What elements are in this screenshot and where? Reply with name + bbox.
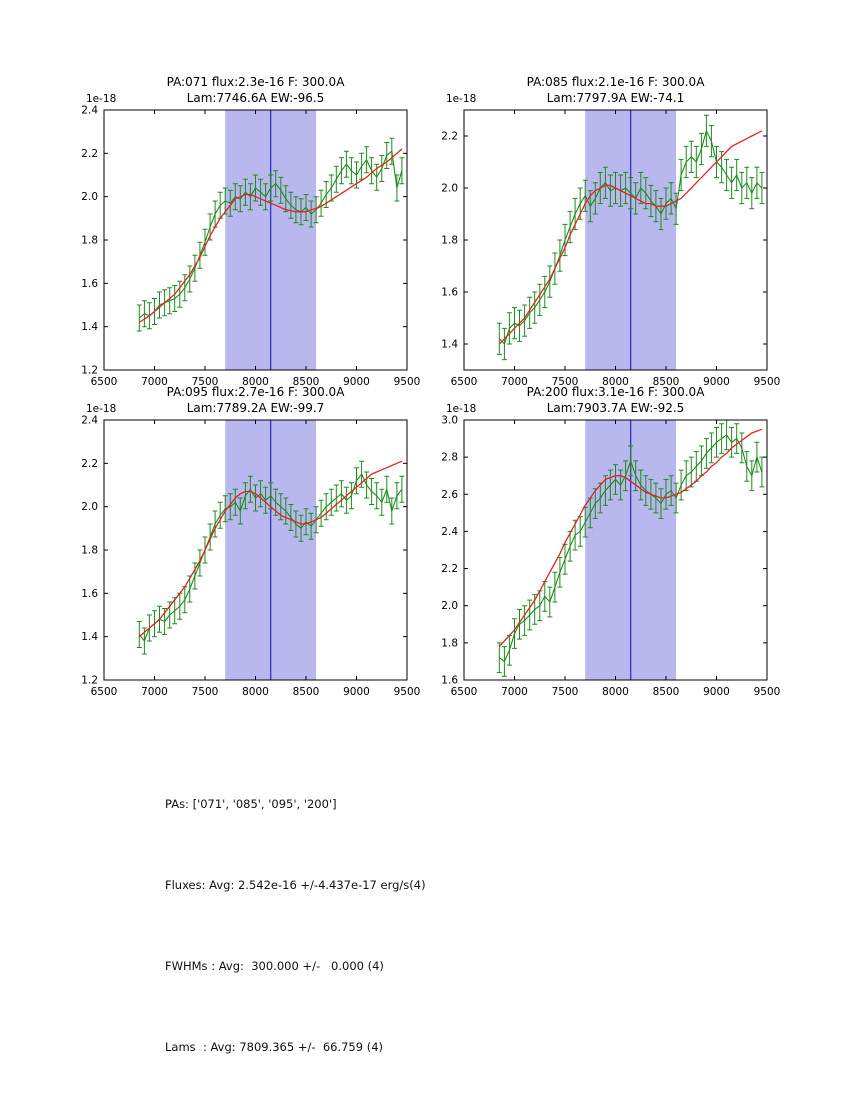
y-tick-label: 1.4: [81, 631, 98, 643]
x-tick-label: 7000: [501, 376, 528, 388]
x-axis: 6500 7000 7500 8000 8500 9000 9500: [451, 420, 781, 698]
y-tick-label: 1.4: [81, 321, 98, 333]
model-fit: [138, 148, 403, 323]
x-tick-label: 9500: [394, 686, 421, 698]
y-tick-label: 2.0: [81, 191, 98, 203]
y-axis: 1.2 1.4 1.6 1.8 2.0 2.2 2.4: [81, 415, 407, 687]
x-tick-label: 9000: [343, 686, 370, 698]
y-tick-label: 1.4: [441, 339, 458, 351]
y-tick-label: 1.6: [81, 278, 98, 290]
y-tick-label: 2.8: [441, 452, 458, 464]
y-tick-label: 1.8: [81, 545, 98, 557]
x-tick-label: 6500: [451, 376, 478, 388]
x-tick-label: 9000: [703, 686, 730, 698]
x-tick-label: 9000: [703, 376, 730, 388]
y-tick-label: 2.4: [81, 105, 98, 117]
subplot-pa200: 6500 7000 7500 8000 8500 9000 9500 1.6 1.8 2.0 2.2…: [419, 380, 781, 698]
x-tick-label: 8000: [602, 376, 629, 388]
y-tick-label: 1.8: [81, 235, 98, 247]
x-tick-label: 8000: [242, 376, 269, 388]
x-tick-label: 7500: [552, 686, 579, 698]
model-fit: [138, 460, 403, 638]
summary-line-lams: Lams : Avg: 7809.365 +/- 66.759 (4): [165, 1040, 384, 1054]
x-tick-label: 8500: [293, 686, 320, 698]
y-offset-label: 1e-18: [86, 93, 116, 105]
x-tick-label: 8000: [242, 686, 269, 698]
x-tick-label: 8000: [602, 686, 629, 698]
x-axis: 6500 7000 7500 8000 8500 9000 9500: [451, 110, 781, 388]
x-tick-label: 9500: [754, 376, 781, 388]
y-tick-label: 2.2: [441, 131, 458, 143]
y-tick-label: 2.4: [81, 415, 98, 427]
y-tick-label: 2.4: [441, 526, 458, 538]
data-series: [498, 129, 763, 346]
subplot-pa095: 6500 7000 7500 8000 8500 9000 9500 1.2 1.4 1.6 1.8…: [59, 380, 421, 698]
x-tick-label: 9000: [343, 376, 370, 388]
summary-line-pas: PAs: ['071', '085', '095', '200']: [165, 797, 337, 811]
data-series: [138, 150, 403, 319]
subplot-pa085: 6500 7000 7500 8000 8500 9000 9500 1.4 1.6 1.8 2.0…: [419, 70, 781, 388]
summary-block: PAs: ['071', '085', '095', '200'] Fluxes…: [165, 737, 426, 1100]
y-tick-label: 2.2: [441, 563, 458, 575]
data-series: [138, 473, 403, 643]
y-tick-label: 2.6: [441, 489, 458, 501]
y-tick-label: 2.2: [81, 148, 98, 160]
x-tick-label: 8500: [653, 376, 680, 388]
x-tick-label: 8500: [653, 686, 680, 698]
x-axis: 6500 7000 7500 8000 8500 9000 9500: [91, 420, 421, 698]
y-axis: 1.6 1.8 2.0 2.2 2.4 2.6 2.8 3.0: [441, 415, 767, 687]
data-series: [498, 434, 763, 663]
y-tick-label: 1.2: [81, 365, 98, 377]
x-tick-label: 7000: [141, 376, 168, 388]
subplot-pa071: 6500 7000 7500 8000 8500 9000 9500 1.2 1.4 1.6 1.8…: [59, 70, 421, 388]
plot-canvas-pa095: 6500 7000 7500 8000 8500 9000 9500 1.2 1.4 1.6 1.8…: [81, 403, 421, 698]
y-offset-label: 1e-18: [446, 403, 476, 415]
x-axis: 6500 7000 7500 8000 8500 9000 9500: [91, 110, 421, 388]
y-tick-label: 1.6: [81, 588, 98, 600]
x-tick-label: 6500: [91, 686, 118, 698]
plot-canvas-pa200: 6500 7000 7500 8000 8500 9000 9500 1.6 1.8 2.0 2.2…: [441, 403, 781, 698]
y-tick-label: 1.8: [441, 235, 458, 247]
x-tick-label: 7500: [192, 376, 219, 388]
summary-line-fwhms: FWHMs : Avg: 300.000 +/- 0.000 (4): [165, 959, 384, 973]
y-tick-label: 2.0: [441, 183, 458, 195]
x-tick-label: 7500: [552, 376, 579, 388]
x-tick-label: 7500: [192, 686, 219, 698]
y-tick-label: 1.2: [81, 675, 98, 687]
y-offset-label: 1e-18: [86, 403, 116, 415]
x-tick-label: 8500: [293, 376, 320, 388]
y-tick-label: 1.6: [441, 675, 458, 687]
x-tick-label: 6500: [91, 376, 118, 388]
y-offset-label: 1e-18: [446, 93, 476, 105]
y-tick-label: 2.2: [81, 458, 98, 470]
x-tick-label: 7000: [501, 686, 528, 698]
y-tick-label: 2.0: [441, 600, 458, 612]
x-tick-label: 7000: [141, 686, 168, 698]
x-tick-label: 6500: [451, 686, 478, 698]
summary-line-fluxes: Fluxes: Avg: 2.542e-16 +/-4.437e-17 erg/…: [165, 878, 426, 892]
plot-canvas-pa071: 6500 7000 7500 8000 8500 9000 9500 1.2 1.4 1.6 1.8…: [81, 93, 421, 388]
y-axis: 1.4 1.6 1.8 2.0 2.2: [441, 131, 767, 351]
y-tick-label: 3.0: [441, 415, 458, 427]
y-tick-label: 1.8: [441, 637, 458, 649]
model-fit: [498, 130, 763, 345]
y-axis: 1.2 1.4 1.6 1.8 2.0 2.2 2.4: [81, 105, 407, 377]
model-fit: [498, 428, 763, 648]
y-tick-label: 2.0: [81, 501, 98, 513]
plot-canvas-pa085: 6500 7000 7500 8000 8500 9000 9500 1.4 1.6 1.8 2.0…: [441, 93, 781, 388]
x-tick-label: 9500: [394, 376, 421, 388]
y-tick-label: 1.6: [441, 287, 458, 299]
x-tick-label: 9500: [754, 686, 781, 698]
